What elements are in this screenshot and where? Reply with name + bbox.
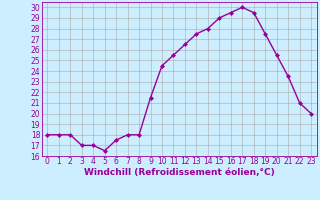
X-axis label: Windchill (Refroidissement éolien,°C): Windchill (Refroidissement éolien,°C) (84, 168, 275, 177)
